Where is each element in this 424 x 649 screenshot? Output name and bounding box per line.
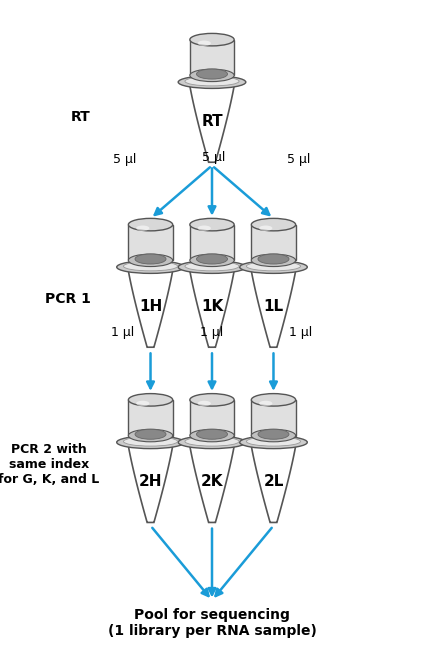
Ellipse shape [196,429,228,439]
Ellipse shape [190,393,234,406]
Ellipse shape [117,436,184,448]
Polygon shape [189,78,235,162]
Text: RT: RT [201,114,223,129]
Polygon shape [250,263,297,347]
Bar [251,225,296,260]
Ellipse shape [196,69,228,79]
Ellipse shape [123,437,178,446]
Text: 2K: 2K [201,474,223,489]
Ellipse shape [136,400,149,406]
Text: 5 μl: 5 μl [113,153,137,165]
Bar [128,225,173,260]
Polygon shape [250,438,297,522]
Ellipse shape [123,262,178,271]
Ellipse shape [258,429,289,439]
Text: 1 μl: 1 μl [201,326,223,339]
Bar [190,400,234,435]
Text: 1L: 1L [263,299,284,314]
Text: 1K: 1K [201,299,223,314]
Polygon shape [189,438,235,522]
Ellipse shape [117,261,184,273]
Ellipse shape [135,429,166,439]
Ellipse shape [258,254,289,264]
Ellipse shape [128,218,173,231]
Text: 2H: 2H [139,474,162,489]
Ellipse shape [198,225,211,231]
Text: 1 μl: 1 μl [290,326,312,339]
Ellipse shape [196,254,228,264]
Bar [190,225,234,260]
Ellipse shape [246,262,301,271]
Ellipse shape [259,225,272,231]
Ellipse shape [178,436,246,448]
Polygon shape [127,263,174,347]
Ellipse shape [246,437,301,446]
Ellipse shape [251,393,296,406]
Text: PCR 2 with
same index
for G, K, and L: PCR 2 with same index for G, K, and L [0,443,99,485]
Text: 1 μl: 1 μl [112,326,134,339]
Ellipse shape [128,254,173,267]
Text: 1H: 1H [139,299,162,314]
Polygon shape [127,438,174,522]
Ellipse shape [136,225,149,231]
Ellipse shape [251,254,296,267]
Ellipse shape [185,262,239,271]
Polygon shape [189,263,235,347]
Ellipse shape [190,69,234,82]
Text: Pool for sequencing
(1 library per RNA sample): Pool for sequencing (1 library per RNA s… [108,608,316,639]
Ellipse shape [128,393,173,406]
Ellipse shape [240,261,307,273]
Ellipse shape [185,437,239,446]
Bar [190,40,234,75]
Ellipse shape [198,400,211,406]
Text: 2L: 2L [263,474,284,489]
Ellipse shape [190,429,234,442]
Ellipse shape [198,40,211,46]
Ellipse shape [128,429,173,442]
Ellipse shape [240,436,307,448]
Ellipse shape [251,218,296,231]
Ellipse shape [190,254,234,267]
Ellipse shape [190,218,234,231]
Text: RT: RT [71,110,90,124]
Text: 5 μl: 5 μl [287,153,311,165]
Ellipse shape [185,77,239,86]
Text: PCR 1: PCR 1 [45,291,91,306]
Ellipse shape [178,261,246,273]
Bar [128,400,173,435]
Ellipse shape [178,76,246,88]
Bar [251,400,296,435]
Text: 5 μl: 5 μl [202,151,226,164]
Ellipse shape [135,254,166,264]
Ellipse shape [190,33,234,46]
Ellipse shape [259,400,272,406]
Ellipse shape [251,429,296,442]
